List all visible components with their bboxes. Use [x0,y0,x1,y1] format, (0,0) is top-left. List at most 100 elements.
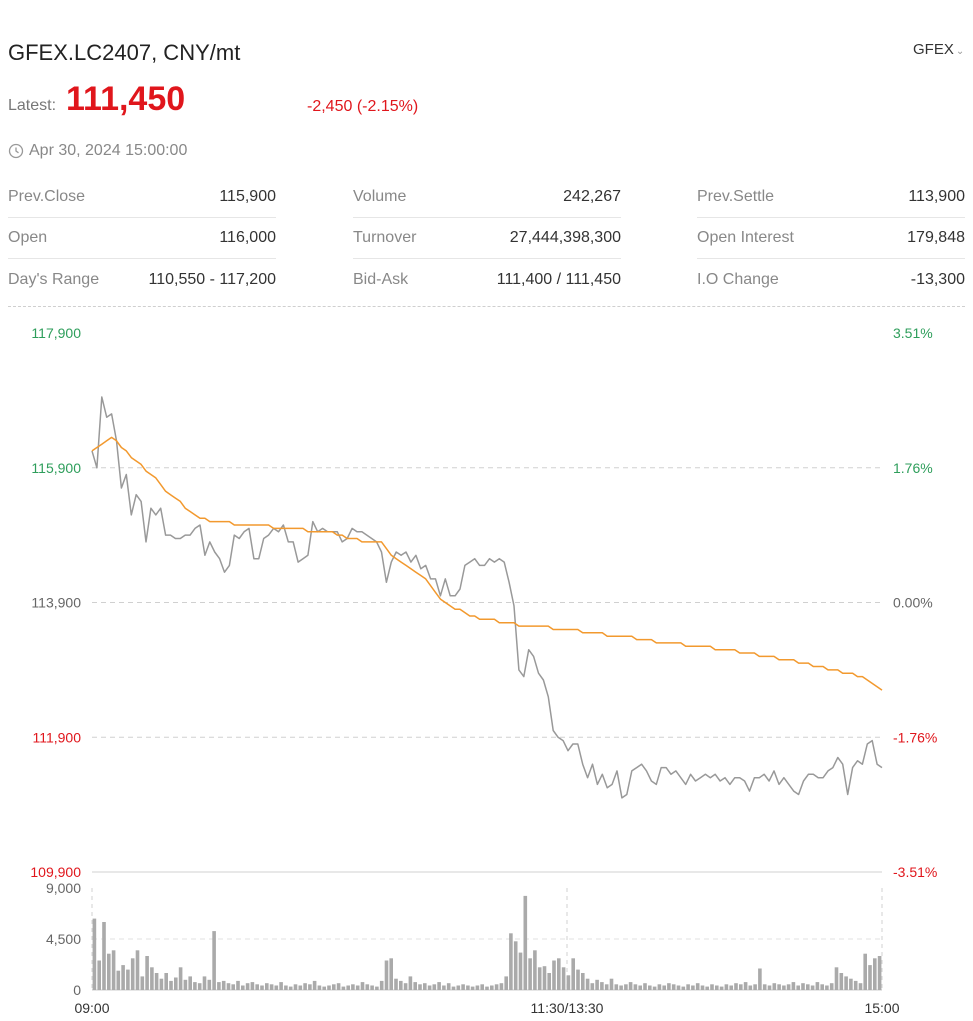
volume-bar [456,985,461,990]
volume-bar [849,978,853,990]
volume-bar [533,950,537,990]
volume-bar [619,985,623,990]
volume-bar [719,986,724,990]
volume-bar [542,966,547,990]
volume-bar [815,982,820,990]
volume-bar [312,980,317,990]
volume-bar [801,983,805,990]
volume-bar [150,967,154,990]
stat-row: Prev.Settle 113,900 [697,177,965,218]
volume-bar [609,978,614,990]
price-tick-label: 111,900 [32,729,81,745]
volume-bar [743,982,748,990]
volume-bar [427,985,432,990]
volume-bar [585,978,590,990]
volume-bar [791,982,796,990]
volume-tick-label: 4,500 [46,931,81,947]
volume-bar [375,986,379,990]
volume-bar [509,933,513,990]
contract-title: GFEX.LC2407, CNY/mt [8,40,241,65]
stats-column-2: Volume 242,267 Turnover 27,444,398,300 Bid… [353,177,621,300]
stat-value: 179,848 [907,229,965,246]
volume-bar [164,973,168,990]
stat-label: Open [8,229,48,246]
volume-bar [518,952,523,990]
volume-bar [370,985,374,990]
volume-bar [853,980,858,990]
volume-bar [810,985,815,990]
volume-bar [442,985,446,990]
stat-value: 115,900 [219,188,276,205]
x-tick-label: 15:00 [864,1000,899,1016]
volume-bar [863,953,867,990]
volume-bar [394,978,398,990]
volume-bar [767,985,772,990]
stat-label: Volume [353,188,407,205]
volume-bar [734,983,738,990]
volume-bar [399,980,403,990]
volume-bar [676,985,681,990]
volume-bar [547,973,551,990]
volume-bar [777,984,781,990]
volume-bar [633,984,638,990]
volume-bar [193,982,197,990]
volume-bar [231,984,235,990]
volume-bar [624,984,628,990]
volume-bar [154,973,159,990]
stat-value: 116,000 [219,229,276,246]
volume-bar [466,985,470,990]
volume-bar [418,984,422,990]
volume-bar [877,956,882,990]
x-tick-label: 11:30/13:30 [531,1000,604,1016]
volume-bar [513,941,518,990]
volume-bar [451,986,456,990]
volume-bar [341,986,346,990]
exchange-dropdown[interactable]: GFEX ⌄ [913,41,964,58]
volume-bar [772,983,777,990]
stat-value: -13,300 [910,270,965,288]
volume-bar [322,986,326,990]
volume-bar [140,976,145,990]
stat-label: Turnover [353,229,417,246]
volume-bar [332,984,336,990]
volume-bar [667,983,671,990]
volume-bar [183,979,188,990]
volume-bar [557,958,561,990]
intraday-chart[interactable]: 117,900 3.51% 115,900 1.76% 113,900 0.00% 111,… [0,310,973,1021]
stat-row: Turnover 27,444,398,300 [353,218,621,259]
volume-bar [437,982,441,990]
stat-label: Open Interest [697,229,794,246]
volume-bar [317,985,322,990]
timestamp-text: Apr 30, 2024 15:00:00 [29,142,188,159]
volume-bar [135,950,140,990]
volume-bar [873,958,877,990]
volume-bar [748,985,753,990]
volume-bar [581,973,585,990]
volume-bar [695,983,700,990]
stat-value: 27,444,398,300 [509,229,621,246]
volume-bar [834,967,839,990]
volume-bar [715,985,719,990]
volume-bar [221,980,226,990]
volume-bar [499,983,504,990]
volume-bar [858,983,863,990]
percent-tick-label: 0.00% [893,595,933,611]
volume-bar [523,895,528,990]
volume-bar [614,984,619,990]
volume-bar [360,982,365,990]
volume-bar [537,967,542,990]
volume-bar [308,984,312,990]
volume-bar [116,970,121,990]
volume-bar [552,960,556,990]
volume-bar [355,985,360,990]
volume-bar [379,980,384,990]
price-tick-label: 113,900 [31,595,81,611]
stat-label: Bid-Ask [353,270,409,288]
volume-bar [490,985,494,990]
volume-tick-label: 0 [73,982,81,998]
volume-bar [107,953,111,990]
latest-price: 111,450 [66,80,186,118]
volume-bar [432,984,437,990]
stat-row: Bid-Ask 111,400 / 111,450 [353,259,621,300]
volume-bar [269,984,274,990]
